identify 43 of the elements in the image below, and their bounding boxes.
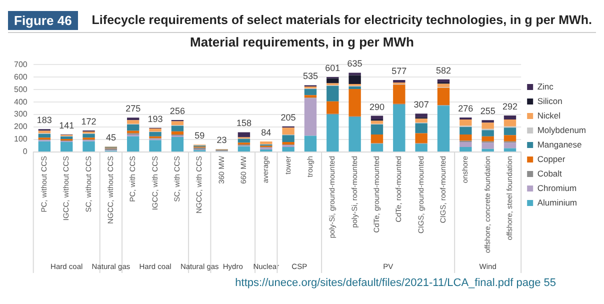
y-tick-label: 600 xyxy=(14,72,28,82)
total-label: 84 xyxy=(261,127,272,138)
total-label: 601 xyxy=(325,62,340,73)
text: https://unece.org/sites/default/files/2021-11/LCA_final.pdf page 55 xyxy=(235,277,556,289)
legend-label: Manganese xyxy=(537,139,582,150)
total-label: 205 xyxy=(280,112,296,122)
total-label: 276 xyxy=(458,104,474,114)
total-label: 45 xyxy=(106,132,116,142)
y-tick-label: 700 xyxy=(14,60,28,69)
y-tick-label: 200 xyxy=(14,122,28,132)
total-label: 582 xyxy=(436,65,452,76)
y-tick-label: 500 xyxy=(14,84,28,94)
total-label: 255 xyxy=(480,106,496,116)
total-label: 307 xyxy=(414,100,429,110)
y-tick-label: 100 xyxy=(14,134,28,144)
total-label: 59 xyxy=(194,130,205,141)
total-label: 635 xyxy=(347,58,362,69)
total-label: 158 xyxy=(236,118,252,128)
legend-label: Copper xyxy=(537,154,566,164)
legend-label: Zinc xyxy=(537,81,554,92)
legend-label: Molybdenum xyxy=(537,124,586,135)
chart-title: Lifecycle requirements of select materials for electricity technologies, in g per MWh. xyxy=(92,13,592,27)
legend-label: Nickel xyxy=(537,110,561,120)
total-label: 172 xyxy=(81,116,96,126)
total-label: 256 xyxy=(170,106,185,116)
y-tick-label: 0 xyxy=(22,147,28,156)
chart-subtitle: Material requirements, in g per MWh xyxy=(190,34,414,50)
total-label: 141 xyxy=(59,120,74,130)
y-tick-label: 400 xyxy=(14,97,28,106)
caption: Figure 46 xyxy=(8,10,78,30)
total-label: 290 xyxy=(369,102,384,112)
y-tick-label: 300 xyxy=(14,110,28,119)
total-label: 193 xyxy=(148,114,163,124)
legend-label: Chromium xyxy=(537,182,577,193)
total-label: 292 xyxy=(502,102,518,112)
total-label: 535 xyxy=(302,71,318,82)
total-label: 577 xyxy=(392,66,407,76)
total-label: 275 xyxy=(126,104,141,114)
legend-label: Silicon xyxy=(537,96,563,106)
legend-label: Cobalt xyxy=(537,168,563,178)
total-label: 183 xyxy=(36,115,52,126)
total-label: 23 xyxy=(216,135,227,146)
legend-label: Aluminium xyxy=(537,197,578,208)
